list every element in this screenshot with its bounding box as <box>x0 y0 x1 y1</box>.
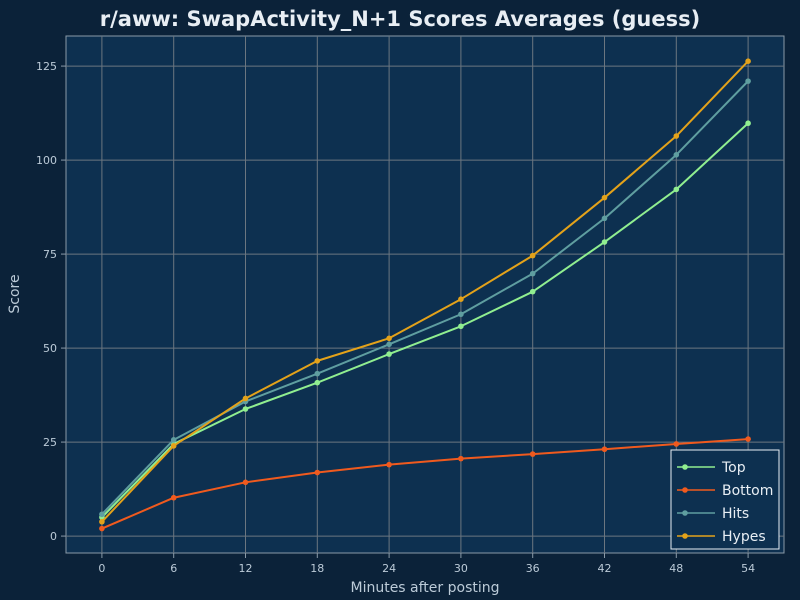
legend-label: Hypes <box>722 529 766 545</box>
y-tick-label: 75 <box>43 248 57 261</box>
data-point-hits <box>314 370 321 377</box>
legend-swatch-marker <box>682 487 688 493</box>
x-tick-label: 12 <box>239 562 253 575</box>
chart-title: r/aww: SwapActivity_N+1 Scores Averages … <box>100 7 700 31</box>
x-axis-label: Minutes after posting <box>350 580 499 596</box>
legend-item-hits: Hits <box>677 506 749 522</box>
data-point-hypes <box>529 252 536 259</box>
series-lines <box>99 58 751 532</box>
data-point-top <box>601 239 608 245</box>
grid <box>66 36 784 553</box>
legend: Top Bottom Hits Hypes <box>670 449 780 550</box>
plot-area <box>65 35 785 554</box>
data-point-top <box>458 323 464 330</box>
data-point-hits <box>529 270 536 277</box>
y-axis-label: Score <box>7 274 23 313</box>
y-tick-label: 100 <box>36 154 57 167</box>
data-point-top <box>386 351 392 357</box>
data-point-hypes <box>99 518 105 525</box>
data-point-hits <box>745 78 751 84</box>
series-top <box>99 120 751 521</box>
data-point-hits <box>673 152 680 158</box>
data-point-bottom <box>386 461 392 468</box>
data-point-hits <box>458 311 464 318</box>
legend-swatch-marker <box>682 464 688 470</box>
x-tick-label: 18 <box>310 562 324 575</box>
data-point-hypes <box>170 443 177 449</box>
data-point-hypes <box>242 395 249 402</box>
data-point-hypes <box>458 296 464 303</box>
series-bottom <box>99 436 751 532</box>
legend-item-top: Top <box>677 460 746 476</box>
data-point-bottom <box>745 436 751 442</box>
series-line-hits <box>101 80 749 515</box>
x-tick-label: 24 <box>382 562 396 575</box>
data-point-bottom <box>458 455 464 462</box>
data-point-hits <box>601 215 608 222</box>
legend-item-hypes: Hypes <box>677 529 766 545</box>
legend-item-bottom: Bottom <box>677 483 773 499</box>
data-point-top <box>673 186 680 193</box>
y-tick-label: 50 <box>43 342 57 355</box>
data-point-bottom <box>601 446 608 453</box>
data-point-bottom <box>529 451 536 457</box>
data-point-top <box>242 406 249 412</box>
legend-label: Bottom <box>722 483 773 499</box>
x-tick-label: 42 <box>598 562 612 575</box>
x-tick-label: 6 <box>170 562 177 575</box>
y-tick-label: 125 <box>36 60 57 73</box>
x-tick-label: 36 <box>526 562 540 575</box>
data-point-hypes <box>314 358 321 364</box>
series-line-bottom <box>101 438 749 530</box>
data-point-hypes <box>673 133 680 139</box>
legend-label: Top <box>721 460 746 476</box>
data-point-hypes <box>386 335 392 342</box>
data-point-top <box>529 288 536 295</box>
legend-label: Hits <box>722 506 749 522</box>
data-point-bottom <box>99 525 105 532</box>
legend-swatch-marker <box>682 510 688 516</box>
data-point-hits <box>386 341 392 348</box>
data-point-hypes <box>601 194 608 201</box>
legend-swatch-marker <box>682 533 688 539</box>
x-tick-label: 48 <box>669 562 683 575</box>
series-hits <box>99 78 751 518</box>
y-tick-label: 0 <box>50 530 57 543</box>
series-line-top <box>101 122 749 518</box>
data-point-hypes <box>745 58 751 64</box>
data-point-bottom <box>170 494 177 501</box>
data-point-top <box>314 379 321 386</box>
series-line-hypes <box>101 60 749 523</box>
data-point-top <box>745 120 751 127</box>
axis-ticks: 0 6 12 18 24 30 36 42 48 54 0 25 50 75 100 125 <box>36 60 755 575</box>
x-tick-label: 0 <box>98 562 105 575</box>
data-point-bottom <box>242 479 249 486</box>
series-hypes <box>99 58 751 525</box>
data-point-bottom <box>314 469 321 476</box>
data-point-hits <box>170 437 177 443</box>
data-point-hits <box>99 511 105 518</box>
y-tick-label: 25 <box>43 436 57 449</box>
x-tick-label: 54 <box>741 562 755 575</box>
data-point-bottom <box>673 441 680 447</box>
x-tick-label: 30 <box>454 562 468 575</box>
